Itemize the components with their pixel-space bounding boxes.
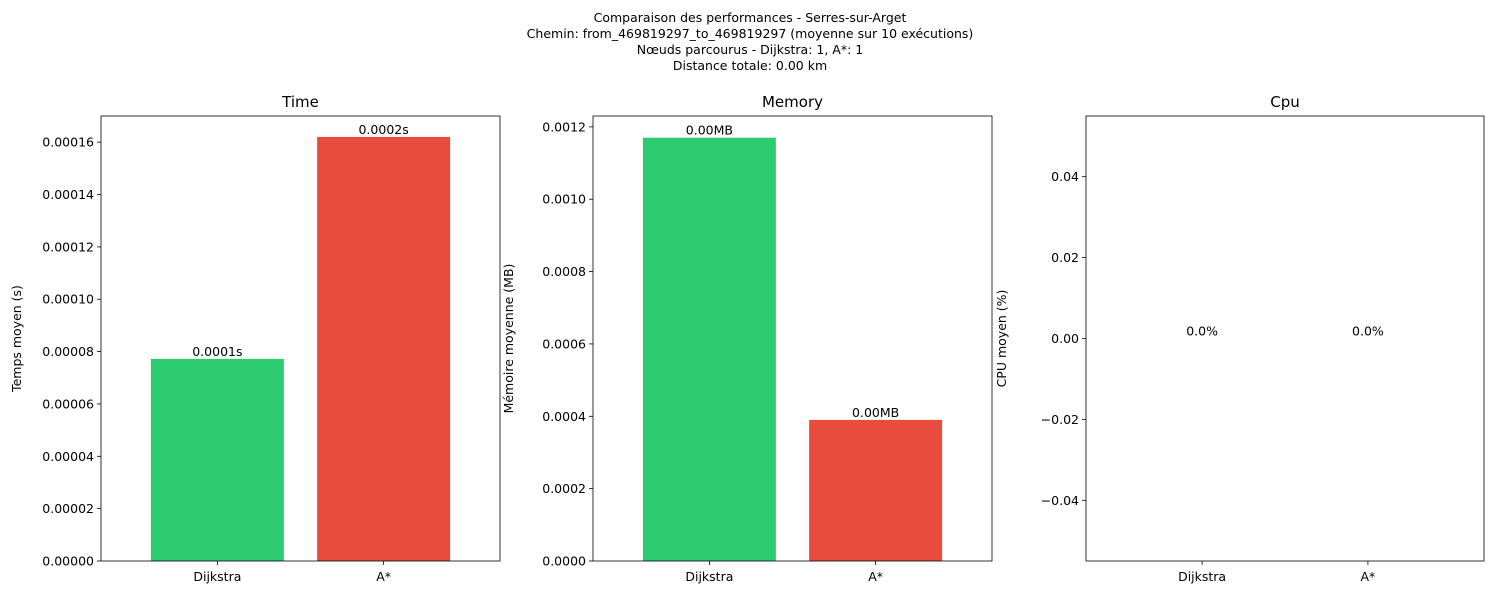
- panel-title: Memory: [762, 93, 823, 111]
- x-tick-label: Dijkstra: [193, 569, 241, 584]
- suptitle-line-4: Distance totale: 0.00 km: [672, 58, 828, 73]
- chart-panel-cpu: 0.0% Dijkstra 0.0% A* −0.04 −0.02 0.00 0.02 0.04…: [994, 93, 1485, 584]
- bar-dijkstra: [150, 358, 284, 561]
- y-tick-label: 0.00010: [42, 292, 94, 307]
- y-tick-label: 0.00012: [42, 239, 94, 254]
- data-label: 0.0002s: [358, 122, 408, 137]
- x-tick-label: A*: [1361, 569, 1376, 584]
- y-tick-label: 0.0012: [542, 119, 586, 134]
- data-label: 0.00MB: [852, 405, 899, 420]
- data-label: 0.0%: [1186, 324, 1218, 339]
- axes-frame: [1085, 115, 1485, 562]
- suptitle-line-3: Nœuds parcourus - Dijkstra: 1, A*: 1: [636, 42, 864, 57]
- y-tick-label: 0.00002: [42, 501, 94, 516]
- x-tick-label: Dijkstra: [685, 569, 733, 584]
- y-tick-label: −0.02: [1041, 412, 1079, 427]
- figure-suptitle: Comparaison des performances - Serres-su…: [0, 10, 1500, 74]
- y-tick-label: 0.0004: [542, 409, 586, 424]
- suptitle-line-1: Comparaison des performances - Serres-su…: [593, 10, 907, 25]
- suptitle-line-2: Chemin: from_469819297_to_469819297 (moy…: [526, 26, 974, 41]
- data-label: 0.00MB: [686, 123, 733, 138]
- y-tick-label: 0.00008: [42, 344, 94, 359]
- bar-a: [809, 419, 943, 561]
- y-tick-label: 0.0008: [542, 264, 586, 279]
- y-axis-label: Mémoire moyenne (MB): [501, 264, 516, 414]
- y-tick-label: 0.0002: [542, 481, 586, 496]
- panel-title: Cpu: [1270, 93, 1300, 111]
- axes-frame: [592, 115, 993, 562]
- y-tick-label: 0.0000: [542, 554, 586, 569]
- x-tick-label: A*: [376, 569, 391, 584]
- chart-panel-memory: 0.00MB Dijkstra 0.00MB A* 0.0000 0.0002 0.0004…: [501, 93, 993, 584]
- y-tick-label: 0.00000: [42, 554, 94, 569]
- data-label: 0.0001s: [192, 344, 242, 359]
- y-tick-label: −0.04: [1041, 493, 1079, 508]
- y-tick-label: 0.00016: [42, 135, 94, 150]
- y-axis-label: Temps moyen (s): [9, 285, 24, 393]
- y-tick-label: 0.00004: [42, 449, 94, 464]
- axes-frame: [100, 115, 501, 562]
- x-tick-label: A*: [868, 569, 883, 584]
- y-tick-label: 0.00: [1051, 331, 1079, 346]
- x-tick-label: Dijkstra: [1178, 569, 1226, 584]
- bar-dijkstra: [642, 137, 776, 561]
- y-tick-label: 0.0010: [542, 192, 586, 207]
- data-label: 0.0%: [1352, 324, 1384, 339]
- panel-title: Time: [281, 93, 319, 111]
- y-tick-label: 0.02: [1051, 250, 1079, 265]
- y-axis-label: CPU moyen (%): [994, 290, 1009, 388]
- y-tick-label: 0.0006: [542, 336, 586, 351]
- y-tick-label: 0.04: [1051, 169, 1079, 184]
- chart-panel-time: 0.0001s Dijkstra 0.0002s A* 0.00000 0.00002 0.…: [9, 93, 501, 584]
- bar-a: [317, 136, 451, 562]
- y-tick-label: 0.00006: [42, 396, 94, 411]
- y-tick-label: 0.00014: [42, 187, 94, 202]
